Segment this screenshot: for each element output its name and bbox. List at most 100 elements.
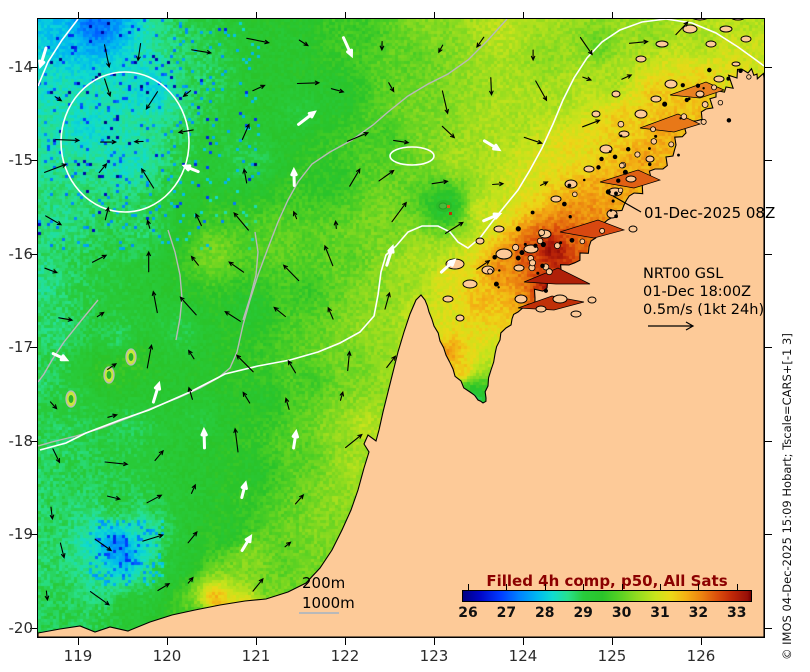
- islet: [582, 178, 586, 182]
- islet: [726, 76, 731, 81]
- current-vector-black: [294, 494, 305, 505]
- current-vector-black: [582, 119, 601, 128]
- map-overlay: [38, 19, 764, 637]
- axis-tick: [30, 534, 38, 535]
- current-vector-black: [346, 350, 352, 372]
- islet: [596, 165, 601, 170]
- island: [628, 225, 638, 233]
- current-vector-white: [38, 46, 48, 70]
- current-vector-black: [188, 349, 195, 360]
- isobath-1000m-contour: [167, 229, 183, 341]
- islet: [536, 237, 544, 245]
- current-vector-black: [104, 206, 110, 221]
- current-vector-black: [476, 259, 491, 270]
- islet: [569, 237, 575, 243]
- islet: [617, 187, 624, 193]
- coastal-inlet: [669, 81, 725, 99]
- island: [564, 179, 578, 189]
- islet: [540, 241, 546, 248]
- islet: [617, 120, 625, 128]
- current-vector-black: [579, 36, 593, 56]
- current-vector-black: [228, 261, 245, 273]
- islet: [679, 117, 682, 120]
- island: [713, 75, 725, 83]
- axis-tick: [765, 441, 772, 442]
- current-vector-white: [482, 139, 502, 152]
- current-vector-black: [273, 306, 286, 318]
- colorbar-label: 33: [727, 605, 747, 621]
- current-vector-black: [333, 219, 339, 230]
- islet: [680, 83, 685, 88]
- current-vector-black: [431, 179, 449, 185]
- islet: [612, 154, 618, 160]
- axis-tick: [30, 347, 38, 348]
- islet: [687, 97, 691, 101]
- current-vector-black: [44, 267, 58, 274]
- isobath-200m-contour: [39, 19, 764, 451]
- obs-time-leader-line: [612, 195, 642, 213]
- current-vector-black: [242, 391, 251, 404]
- islet: [711, 84, 717, 91]
- islet: [579, 238, 586, 245]
- axis-tick: [612, 12, 613, 19]
- axis-tick: [765, 534, 772, 535]
- islet: [648, 147, 651, 150]
- x-axis-label: 119: [63, 647, 93, 665]
- axis-tick: [78, 12, 79, 19]
- island: [570, 310, 582, 318]
- current-vector-black: [476, 36, 485, 49]
- islet: [492, 255, 497, 260]
- island: [591, 110, 601, 118]
- reef-warm-speck: [447, 205, 450, 208]
- islet: [487, 268, 494, 275]
- current-vector-black: [438, 44, 444, 54]
- island: [514, 294, 528, 304]
- current-vector-black: [107, 413, 118, 419]
- colorbar-gradient: [462, 590, 752, 602]
- current-vector-black: [55, 138, 81, 143]
- islet: [619, 134, 623, 138]
- current-vector-black: [191, 49, 213, 55]
- current-vector-black: [345, 433, 363, 449]
- colorbar-label: 31: [650, 605, 670, 621]
- axis-tick: [30, 628, 38, 629]
- axis-tick: [167, 638, 168, 645]
- current-vector-black: [100, 139, 118, 145]
- x-axis-label: 121: [241, 647, 271, 665]
- current-vector-black: [582, 76, 593, 81]
- current-vector-black: [628, 39, 649, 45]
- axis-tick: [345, 638, 346, 645]
- axis-tick: [78, 638, 79, 645]
- isobath-200m-label: 200m: [302, 574, 346, 592]
- current-vector-black: [49, 401, 58, 410]
- islet: [634, 151, 641, 158]
- colorbar-title: Filled 4h comp, p50, All Sats: [486, 572, 728, 590]
- current-vector-black: [349, 168, 361, 187]
- island: [475, 237, 485, 245]
- current-vector-black: [441, 125, 456, 139]
- axis-tick: [30, 254, 38, 255]
- current-vector-black: [89, 591, 111, 606]
- current-vector-white: [342, 36, 353, 59]
- current-vector-black: [54, 96, 63, 102]
- islet: [626, 147, 631, 152]
- current-vector-black: [58, 317, 74, 322]
- colorbar-label: 30: [611, 605, 632, 621]
- current-vector-white: [291, 428, 299, 450]
- axis-tick: [523, 12, 524, 19]
- island: [731, 61, 741, 67]
- current-vector-black: [146, 250, 151, 273]
- islet: [738, 68, 743, 74]
- current-vector-black: [136, 43, 142, 62]
- islet: [568, 215, 572, 219]
- current-vector-white: [200, 426, 208, 450]
- islet: [554, 242, 561, 250]
- current-vector-black: [330, 88, 345, 94]
- islet: [668, 141, 675, 148]
- axis-tick: [765, 628, 772, 629]
- current-vector-black: [242, 168, 248, 184]
- isobath-200m-eddy-ring: [60, 71, 190, 213]
- current-vector-black: [298, 39, 309, 47]
- y-axis-label: -14: [8, 58, 34, 76]
- current-vector-black: [246, 37, 270, 45]
